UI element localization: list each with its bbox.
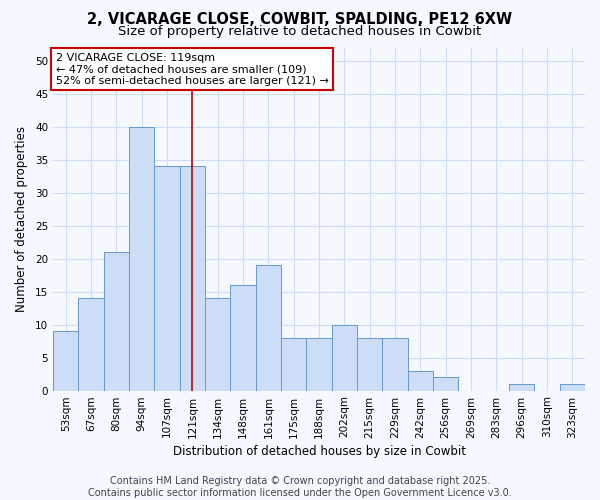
X-axis label: Distribution of detached houses by size in Cowbit: Distribution of detached houses by size …	[173, 444, 466, 458]
Bar	[560, 384, 585, 390]
Text: Size of property relative to detached houses in Cowbit: Size of property relative to detached ho…	[118, 25, 482, 38]
Bar	[129, 126, 154, 390]
Text: 2 VICARAGE CLOSE: 119sqm
← 47% of detached houses are smaller (109)
52% of semi-: 2 VICARAGE CLOSE: 119sqm ← 47% of detach…	[56, 52, 329, 86]
Bar	[281, 338, 307, 390]
Bar	[382, 338, 407, 390]
Bar	[154, 166, 180, 390]
Text: Contains HM Land Registry data © Crown copyright and database right 2025.
Contai: Contains HM Land Registry data © Crown c…	[88, 476, 512, 498]
Bar	[79, 298, 104, 390]
Bar	[180, 166, 205, 390]
Bar	[53, 331, 79, 390]
Bar	[104, 252, 129, 390]
Bar	[407, 371, 433, 390]
Y-axis label: Number of detached properties: Number of detached properties	[15, 126, 28, 312]
Bar	[509, 384, 535, 390]
Bar	[332, 324, 357, 390]
Bar	[205, 298, 230, 390]
Bar	[256, 265, 281, 390]
Bar	[357, 338, 382, 390]
Bar	[433, 378, 458, 390]
Bar	[230, 285, 256, 391]
Text: 2, VICARAGE CLOSE, COWBIT, SPALDING, PE12 6XW: 2, VICARAGE CLOSE, COWBIT, SPALDING, PE1…	[88, 12, 512, 28]
Bar	[307, 338, 332, 390]
